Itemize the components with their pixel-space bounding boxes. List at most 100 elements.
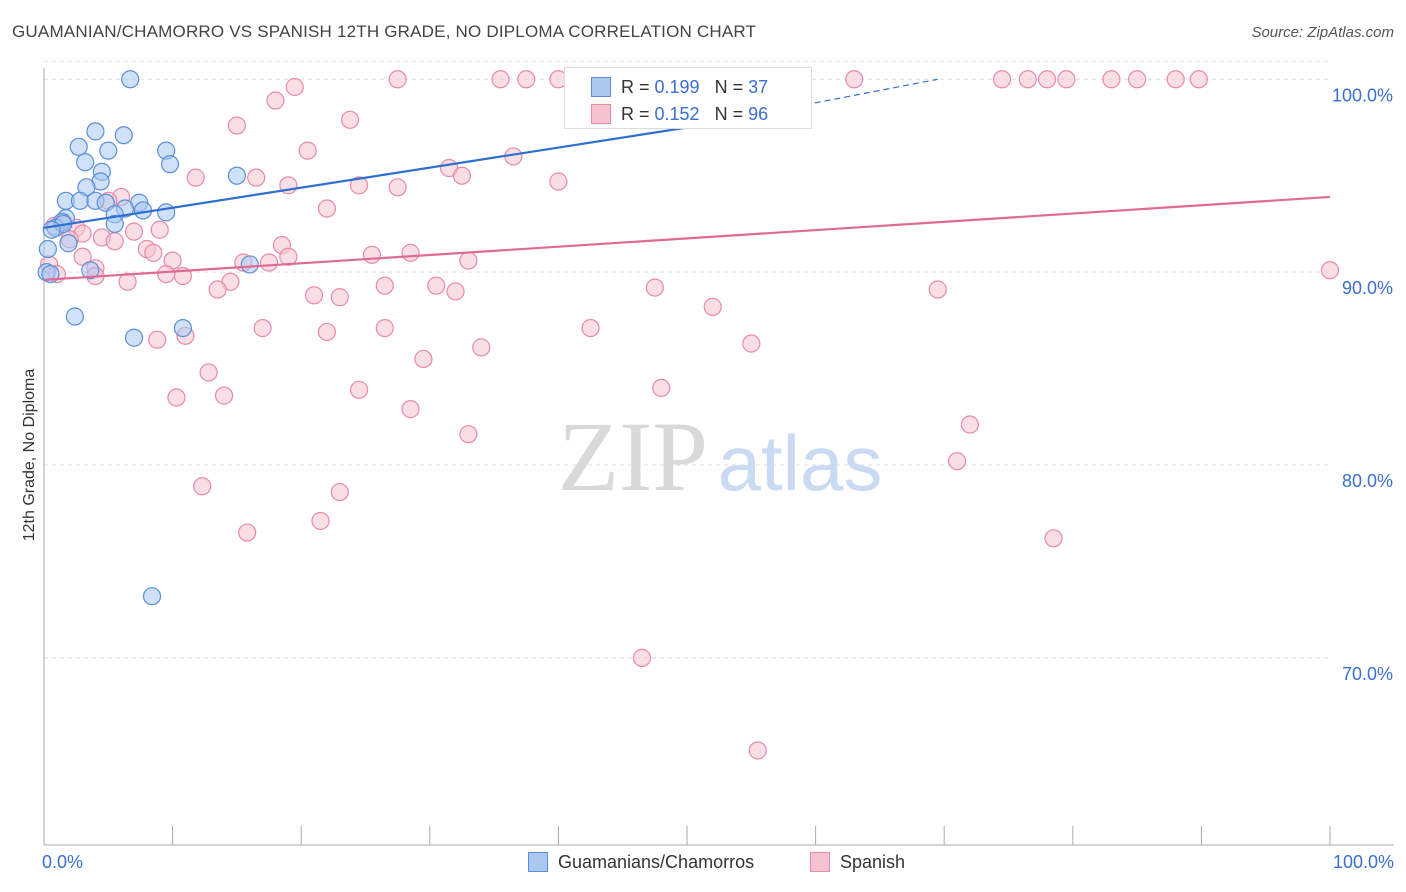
bottom-legend-spanish: Spanish <box>810 852 905 873</box>
blue-swatch <box>528 852 548 872</box>
data-point <box>199 363 218 382</box>
data-point <box>427 276 446 295</box>
data-point <box>1102 70 1121 89</box>
data-point <box>240 255 259 274</box>
data-point <box>1320 261 1340 280</box>
blue-swatch <box>591 77 611 97</box>
data-point <box>652 378 671 397</box>
data-point <box>1018 70 1037 89</box>
data-point <box>349 380 369 399</box>
data-point <box>208 280 227 299</box>
data-point <box>960 415 980 434</box>
data-point <box>517 70 536 89</box>
data-point <box>1037 70 1057 89</box>
data-point <box>118 272 137 291</box>
data-point <box>311 511 330 531</box>
data-point <box>86 122 105 141</box>
data-point <box>375 318 394 338</box>
data-point <box>124 222 144 241</box>
data-point <box>69 137 88 156</box>
data-point <box>330 482 349 502</box>
data-point <box>388 178 407 197</box>
data-point <box>928 280 947 299</box>
data-point <box>632 648 652 668</box>
data-point <box>70 191 90 210</box>
data-point <box>459 251 478 270</box>
data-point <box>227 166 246 185</box>
data-point <box>748 741 767 760</box>
data-point <box>340 110 360 129</box>
data-point <box>214 386 234 405</box>
legend-r-value: 0.152 <box>654 104 700 124</box>
data-point <box>845 70 864 89</box>
bottom-legend-label: Guamanians/Chamorros <box>558 852 755 872</box>
data-point <box>285 77 304 97</box>
data-point <box>157 203 176 222</box>
data-point <box>157 264 176 284</box>
data-point <box>99 141 118 160</box>
data-point <box>1127 70 1147 89</box>
data-point <box>330 288 349 307</box>
guamanian-points <box>37 70 259 606</box>
bottom-legend-guamanian: Guamanians/Chamorros <box>528 852 754 873</box>
data-point <box>253 318 272 338</box>
legend-n-label: N = <box>714 104 749 124</box>
guamanian-trend-line <box>43 126 688 229</box>
data-point <box>703 297 722 316</box>
legend: R = 0.199 N = 37 R = 0.152 N = 96 <box>564 67 812 129</box>
data-point <box>1044 529 1063 548</box>
data-point <box>446 282 465 301</box>
data-point <box>317 199 337 218</box>
data-point <box>193 477 212 496</box>
data-point <box>472 338 491 357</box>
data-point <box>401 400 420 419</box>
data-point <box>549 172 568 191</box>
pink-swatch <box>591 104 611 124</box>
legend-r-value: 0.199 <box>654 77 700 97</box>
data-point <box>947 452 967 471</box>
axes <box>43 68 1394 846</box>
watermark-zip: ZIP <box>558 401 708 512</box>
legend-n-value: 96 <box>748 104 769 124</box>
data-point <box>105 232 124 251</box>
data-point <box>459 425 478 444</box>
data-point <box>160 155 180 174</box>
data-point <box>38 239 57 259</box>
source-label: Source: ZipAtlas.com <box>1251 24 1394 41</box>
data-point <box>148 330 167 349</box>
legend-n-label: N = <box>714 77 749 97</box>
data-point <box>304 286 324 305</box>
pink-swatch <box>810 852 830 872</box>
data-point <box>388 70 407 89</box>
y-tick-label: 90.0% <box>1342 278 1393 298</box>
legend-r-label: R = <box>621 77 655 97</box>
data-point <box>167 388 186 407</box>
data-point <box>81 261 100 280</box>
data-point <box>173 318 192 338</box>
data-point <box>105 214 124 234</box>
data-point <box>266 91 285 110</box>
data-point <box>298 141 317 160</box>
data-point <box>414 349 433 369</box>
spanish-trend-line <box>43 195 1331 281</box>
data-point <box>1166 70 1185 89</box>
legend-r-label: R = <box>621 104 655 124</box>
watermark: ZIP atlas <box>558 401 882 512</box>
data-point <box>238 523 257 542</box>
data-point <box>1189 70 1208 89</box>
data-point <box>186 168 205 187</box>
data-point <box>401 243 420 262</box>
data-point <box>150 220 169 239</box>
data-point <box>742 334 761 353</box>
bottom-legend-label: Spanish <box>840 852 906 872</box>
data-point <box>279 247 298 266</box>
x-tick-max: 100.0% <box>1332 852 1394 872</box>
data-point <box>59 234 78 253</box>
data-point <box>142 587 162 606</box>
x-tick-min: 0.0% <box>42 852 84 872</box>
y-tick-label: 80.0% <box>1342 471 1393 491</box>
data-point <box>73 247 92 266</box>
legend-n-value: 37 <box>748 77 769 97</box>
data-point <box>247 168 266 187</box>
